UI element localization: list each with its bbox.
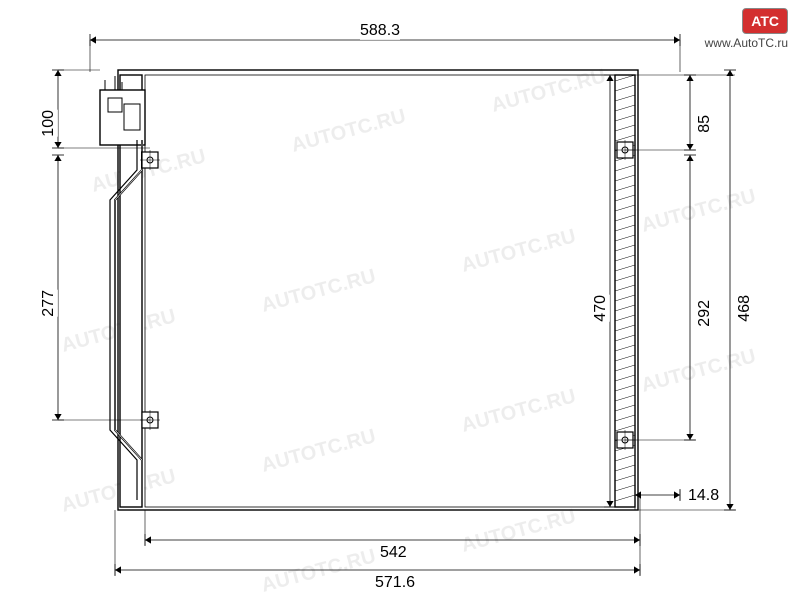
dimension-top_588: 588.3	[360, 22, 400, 40]
dimension-left_277: 277	[40, 290, 58, 317]
technical-drawing	[0, 0, 800, 600]
dimension-right_468: 468	[736, 295, 754, 322]
site-logo: ATC www.AutoTC.ru	[705, 8, 788, 50]
logo-url: www.AutoTC.ru	[705, 36, 788, 50]
dimension-bot_571: 571.6	[375, 574, 415, 592]
dimension-bot_542: 542	[380, 544, 407, 562]
dimension-right_14_8: 14.8	[688, 487, 719, 505]
dimension-mid_470: 470	[592, 295, 610, 322]
dimension-right_85: 85	[696, 115, 714, 133]
drawing-canvas: AUTOTC.RUAUTOTC.RUAUTOTC.RUAUTOTC.RUAUTO…	[0, 0, 800, 600]
dimension-left_100: 100	[40, 110, 58, 137]
dimension-right_292: 292	[696, 300, 714, 327]
logo-badge: ATC	[742, 8, 788, 34]
